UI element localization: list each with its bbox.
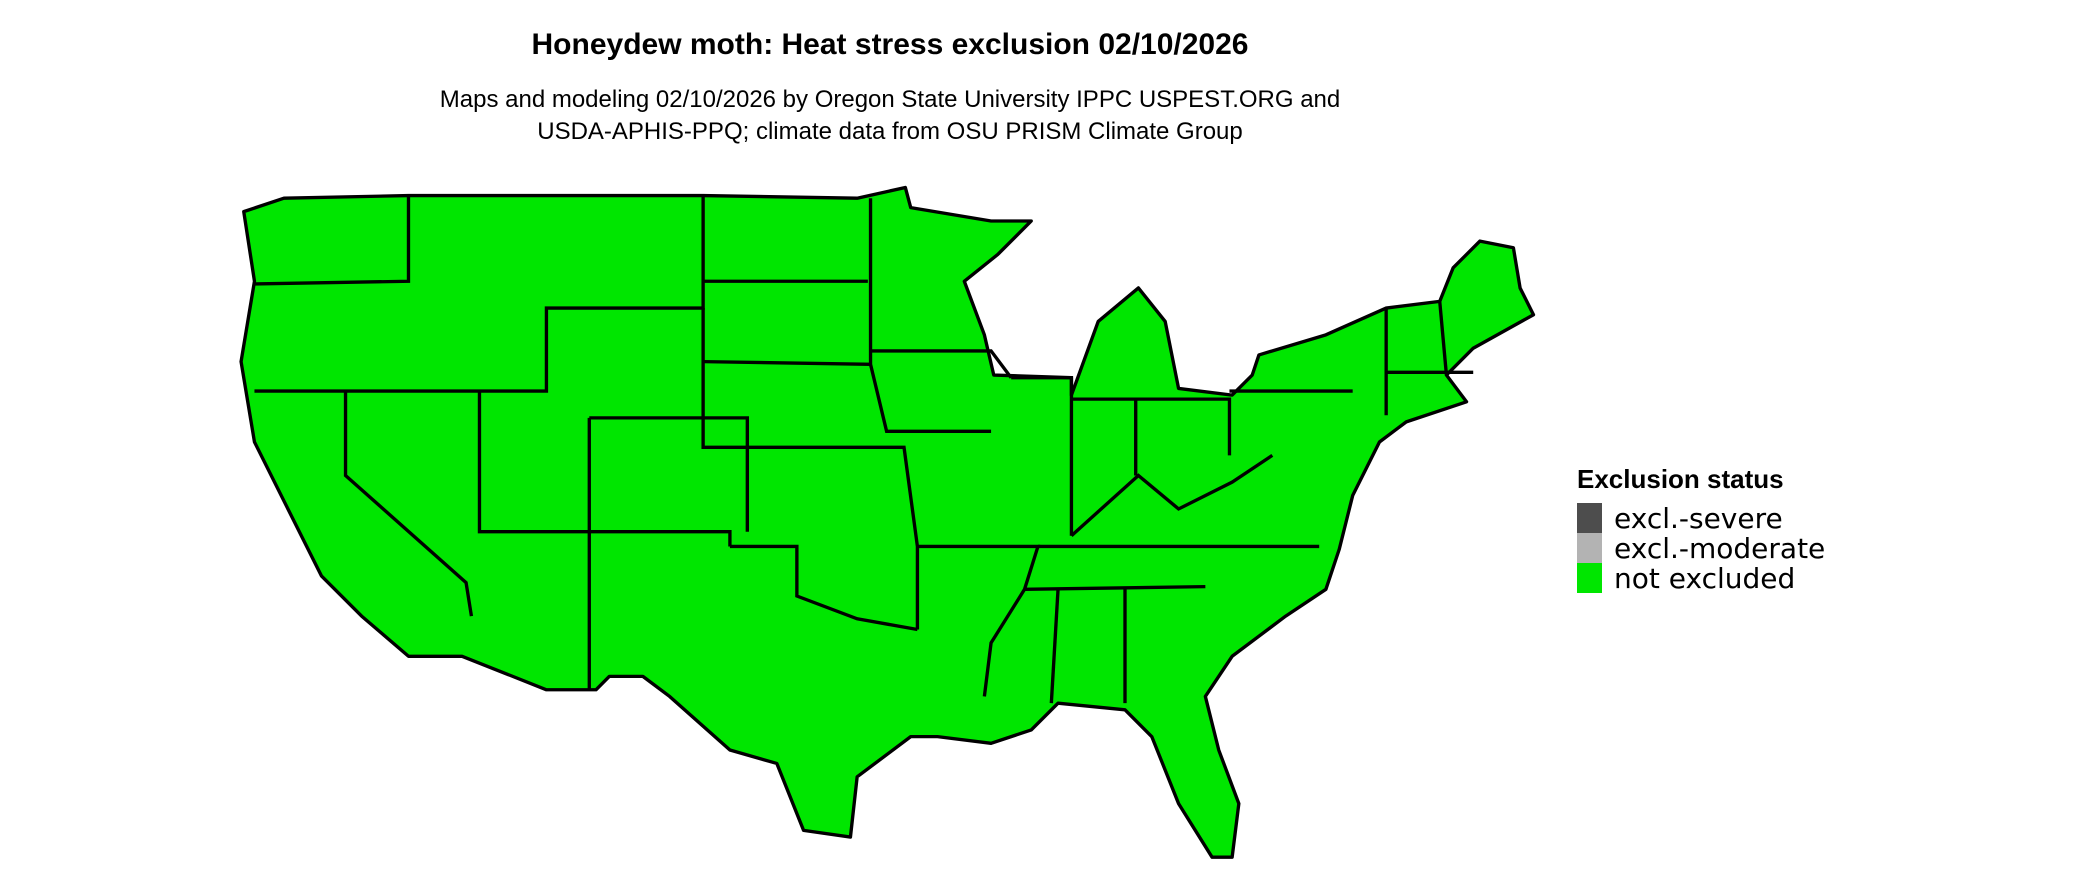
legend: Exclusion status excl.-severe excl.-mode…: [1577, 464, 1826, 595]
legend-item-severe: excl.-severe: [1577, 501, 1825, 535]
legend-item-not-excluded: not excluded: [1577, 561, 1825, 595]
map-subtitle: Maps and modeling 02/10/2026 by Oregon S…: [0, 84, 1780, 148]
legend-label: excl.-moderate: [1614, 531, 1826, 565]
subtitle-line-2: USDA-APHIS-PPQ; climate data from OSU PR…: [537, 118, 1243, 145]
us-outline: [239, 185, 1536, 859]
legend-label: not excluded: [1614, 561, 1796, 595]
state-borders: [254, 195, 1474, 704]
legend-title: Exclusion status: [1577, 464, 1784, 494]
subtitle-line-1: Maps and modeling 02/10/2026 by Oregon S…: [439, 86, 1341, 113]
legend-swatch: [1577, 503, 1602, 533]
legend-label: excl.-severe: [1614, 501, 1783, 535]
map-title: Honeydew moth: Heat stress exclusion 02/…: [531, 28, 1249, 61]
legend-item-moderate: excl.-moderate: [1577, 531, 1826, 565]
legend-swatch: [1577, 563, 1602, 593]
legend-swatch: [1577, 533, 1602, 563]
